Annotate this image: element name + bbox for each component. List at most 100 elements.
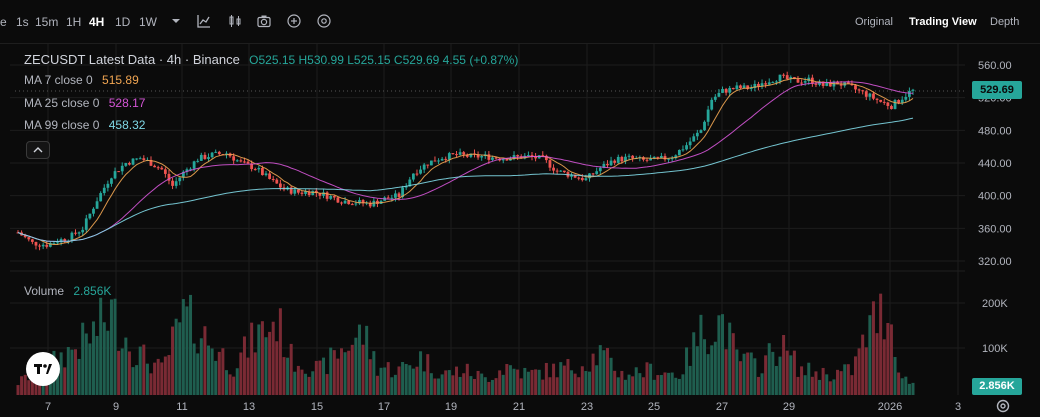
candle-body	[613, 160, 617, 163]
volume-bar	[437, 378, 441, 395]
volume-bar	[677, 378, 681, 395]
candle-body	[462, 152, 466, 155]
volume-bar	[713, 341, 717, 395]
timeframe-4h[interactable]: 4H	[89, 15, 105, 29]
candle-body	[667, 158, 670, 160]
volume-bar	[228, 374, 232, 395]
candle-body	[591, 173, 595, 175]
time-tick-label: 25	[648, 401, 660, 413]
tradingview-logo[interactable]	[26, 352, 60, 386]
volume-bar	[897, 372, 901, 395]
view-trading-view-button[interactable]: Trading View	[909, 16, 977, 28]
indicators-icon[interactable]	[196, 13, 212, 29]
candle-body	[742, 85, 746, 89]
volume-bar	[864, 347, 868, 395]
price-chart[interactable]: 560.00520.00480.00440.00400.00360.00320.…	[0, 44, 1040, 417]
candle-body	[217, 151, 221, 155]
volume-bar	[185, 306, 189, 395]
volume-bar	[570, 370, 574, 395]
ma7-value: 515.89	[102, 73, 139, 87]
candle-body	[99, 193, 103, 202]
ma25-line	[17, 81, 914, 243]
time-tick-label: 3	[955, 401, 961, 413]
volume-bar	[591, 353, 595, 395]
volume-bar	[530, 369, 534, 395]
candle-body	[746, 85, 750, 89]
timeframe-1s[interactable]: 1s	[16, 15, 29, 29]
legend-ma25[interactable]: MA 25 close 0 528.17	[24, 96, 145, 110]
timeframe-1h[interactable]: 1H	[66, 15, 82, 29]
volume-bar	[832, 379, 836, 395]
candle-body	[271, 178, 275, 180]
volume-bar	[645, 362, 649, 395]
volume-bar	[156, 358, 160, 395]
settings-circle-icon[interactable]	[316, 13, 332, 29]
candle-body	[703, 121, 706, 131]
time-tick-label: 17	[378, 401, 390, 413]
candle-body	[239, 160, 243, 162]
volume-bar	[516, 369, 520, 395]
time-tick-label: 7	[45, 401, 51, 413]
candle-body	[340, 202, 343, 204]
candle-body	[595, 171, 599, 175]
volume-bar	[322, 357, 326, 395]
candle-body	[681, 149, 685, 151]
volume-bar	[631, 376, 635, 395]
candle-body	[731, 87, 735, 90]
candle-body	[663, 155, 667, 160]
volume-bar	[354, 337, 358, 395]
candle-body	[631, 155, 635, 159]
volume-bar	[508, 365, 512, 395]
candles-icon[interactable]	[227, 13, 243, 29]
view-original-button[interactable]: Original	[855, 16, 893, 28]
volume-bar	[447, 370, 451, 395]
volume-bar	[821, 367, 825, 395]
volume-bar	[257, 324, 261, 395]
volume-bar	[562, 365, 566, 395]
volume-bar	[207, 345, 211, 395]
add-circle-icon[interactable]	[286, 13, 302, 29]
timeframe-e[interactable]: e	[0, 15, 7, 29]
camera-icon[interactable]	[256, 13, 272, 29]
gear-icon[interactable]	[995, 398, 1011, 414]
candle-body	[401, 187, 404, 197]
volume-bar	[735, 349, 739, 395]
volume-bar	[728, 322, 732, 395]
candle-body	[350, 204, 354, 206]
legend-ma99[interactable]: MA 99 close 0 458.32	[24, 118, 145, 132]
candle-body	[692, 136, 696, 142]
timeframe-1w[interactable]: 1W	[139, 15, 157, 29]
chevron-down-icon[interactable]	[168, 13, 184, 29]
collapse-legend-button[interactable]	[26, 141, 50, 159]
legend-volume[interactable]: Volume 2.856K	[24, 284, 111, 298]
ma99-label: MA 99 close 0	[24, 118, 100, 132]
volume-bar	[145, 363, 149, 395]
volume-bar	[307, 376, 311, 395]
volume-bar	[189, 294, 193, 395]
volume-bar	[850, 375, 854, 395]
volume-bar	[595, 365, 599, 395]
chart-grid	[10, 44, 965, 395]
volume-bar	[458, 376, 462, 395]
candle-body	[128, 163, 131, 165]
volume-bar	[857, 348, 861, 395]
volume-bar	[879, 293, 883, 395]
candle-body	[390, 197, 394, 199]
volume-bar	[490, 379, 494, 395]
candle-body	[552, 167, 555, 171]
volume-bar	[368, 359, 372, 395]
legend-ma7[interactable]: MA 7 close 0 515.89	[24, 73, 139, 87]
candle-body	[163, 169, 167, 174]
volume-bar	[742, 353, 746, 395]
view-depth-button[interactable]: Depth	[990, 16, 1020, 28]
candle-body	[487, 154, 491, 160]
timeframe-15m[interactable]: 15m	[35, 15, 59, 29]
candle-body	[293, 189, 297, 194]
volume-bar	[753, 358, 757, 395]
timeframe-1d[interactable]: 1D	[115, 15, 131, 29]
time-tick-label: 15	[311, 401, 323, 413]
candle-body	[347, 200, 351, 205]
candle-body	[199, 154, 203, 161]
candle-body	[872, 93, 875, 99]
volume-tick-label: 100K	[982, 343, 1008, 355]
